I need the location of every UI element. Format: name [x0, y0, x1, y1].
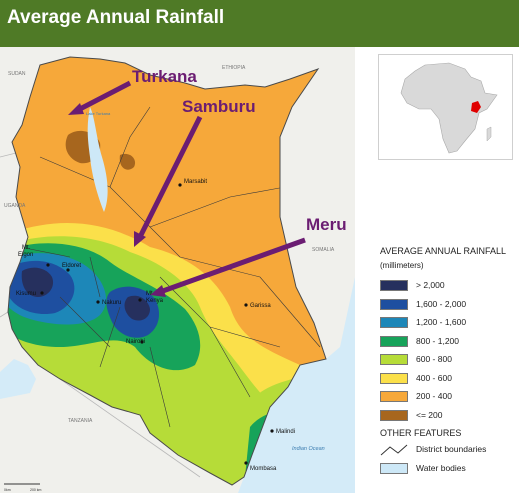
- label-ethiopia: ETHIOPIA: [222, 65, 246, 71]
- rain-class-over-2000: [21, 267, 54, 297]
- kenya-locator: [471, 101, 481, 113]
- scale-label-start: 0km: [4, 488, 11, 492]
- legend-title: AVERAGE ANNUAL RAINFALL: [380, 246, 507, 256]
- label-nakuru: Nakuru: [102, 300, 121, 306]
- label-indian-ocean: Indian Ocean: [292, 446, 325, 452]
- legend-swatch: [380, 372, 408, 384]
- town-labels: Marsabit Mt. Elgon Eldoret Kisumu Nakuru…: [16, 179, 295, 472]
- legend-class-label: <= 200: [416, 409, 443, 420]
- legend-swatch: [380, 354, 408, 365]
- district-boundaries: [19, 106, 321, 428]
- map-legend: AVERAGE ANNUAL RAINFALL (millimeters) > …: [380, 246, 519, 474]
- kenya-border: [7, 56, 327, 486]
- label-eldoret: Eldoret: [62, 263, 81, 269]
- label-mombasa: Mombasa: [250, 466, 277, 472]
- label-nairobi: Nairobi: [126, 339, 145, 345]
- label-uganda: UGANDA: [4, 203, 26, 209]
- indian-ocean: [238, 277, 355, 493]
- district-boundary-symbol: [380, 444, 408, 456]
- legend-swatch: [380, 335, 408, 347]
- label-garissa: Garissa: [250, 303, 271, 309]
- lake-victoria: [0, 359, 36, 399]
- water-body-swatch: [380, 463, 408, 474]
- callout-samburu: Samburu: [182, 97, 256, 116]
- label-lake-turkana: Lake Turkana: [86, 111, 111, 116]
- arrowhead-meru: [150, 285, 166, 297]
- arrow-samburu: [137, 115, 203, 239]
- label-tanzania: TANZANIA: [68, 418, 93, 424]
- legend-class-label: > 2,000: [416, 280, 445, 290]
- legend-class-label: 1,600 - 2,000: [416, 298, 467, 309]
- arrowhead-samburu: [134, 231, 146, 247]
- legend-swatch: [380, 391, 408, 402]
- madagascar: [486, 126, 492, 142]
- label-mt-elgon-1: Mt.: [22, 245, 31, 251]
- scale-label-end: 200 km: [30, 488, 42, 492]
- lake-turkana: [87, 107, 108, 212]
- label-sudan: SUDAN: [8, 71, 26, 77]
- legend-class-label: 600 - 800: [416, 354, 452, 364]
- rain-class-under-200-b: [119, 153, 136, 170]
- label-somalia: SOMALIA: [312, 247, 335, 253]
- legend-swatch: [380, 280, 408, 291]
- label-mt-kenya-1: Mt.: [146, 291, 155, 297]
- header-bar: Average Annual Rainfall: [0, 0, 519, 47]
- label-malindi: Malindi: [276, 429, 295, 435]
- label-marsabit: Marsabit: [184, 179, 207, 185]
- legend-class-label: 200 - 400: [416, 391, 452, 401]
- legend-swatch: [380, 298, 408, 310]
- legend-swatch: [380, 409, 408, 421]
- kenya-rainfall-map: SUDAN ETHIOPIA UGANDA SOMALIA TANZANIA I…: [0, 47, 355, 493]
- arrow-turkana: [76, 80, 132, 113]
- legend-units: (millimeters): [380, 261, 424, 270]
- legend-class-label: 400 - 600: [416, 372, 452, 383]
- legend-water-label: Water bodies: [416, 463, 466, 473]
- legend-class-label: 1,200 - 1,600: [416, 317, 467, 327]
- africa-locator-inset: [378, 54, 513, 160]
- label-mt-kenya-2: Kenya: [146, 298, 164, 304]
- legend-other-features: OTHER FEATURES: [380, 428, 462, 438]
- legend-district-label: District boundaries: [416, 444, 487, 454]
- scale-bar: 0km 200 km: [4, 483, 42, 492]
- rain-class-over-2000-mtkenya: [124, 295, 150, 321]
- africa-outline: [400, 62, 498, 154]
- callout-turkana: Turkana: [132, 67, 197, 86]
- arrow-meru: [159, 237, 306, 295]
- callout-meru: Meru: [306, 215, 347, 234]
- town-markers: [40, 183, 274, 465]
- label-mt-elgon-2: Elgon: [18, 252, 33, 258]
- arrowhead-turkana: [68, 103, 84, 115]
- legend-swatch: [380, 317, 408, 328]
- label-kisumu: Kisumu: [16, 291, 36, 297]
- legend-class-label: 800 - 1,200: [416, 335, 460, 346]
- callout-arrows: [68, 80, 306, 297]
- page-title: Average Annual Rainfall: [7, 7, 225, 28]
